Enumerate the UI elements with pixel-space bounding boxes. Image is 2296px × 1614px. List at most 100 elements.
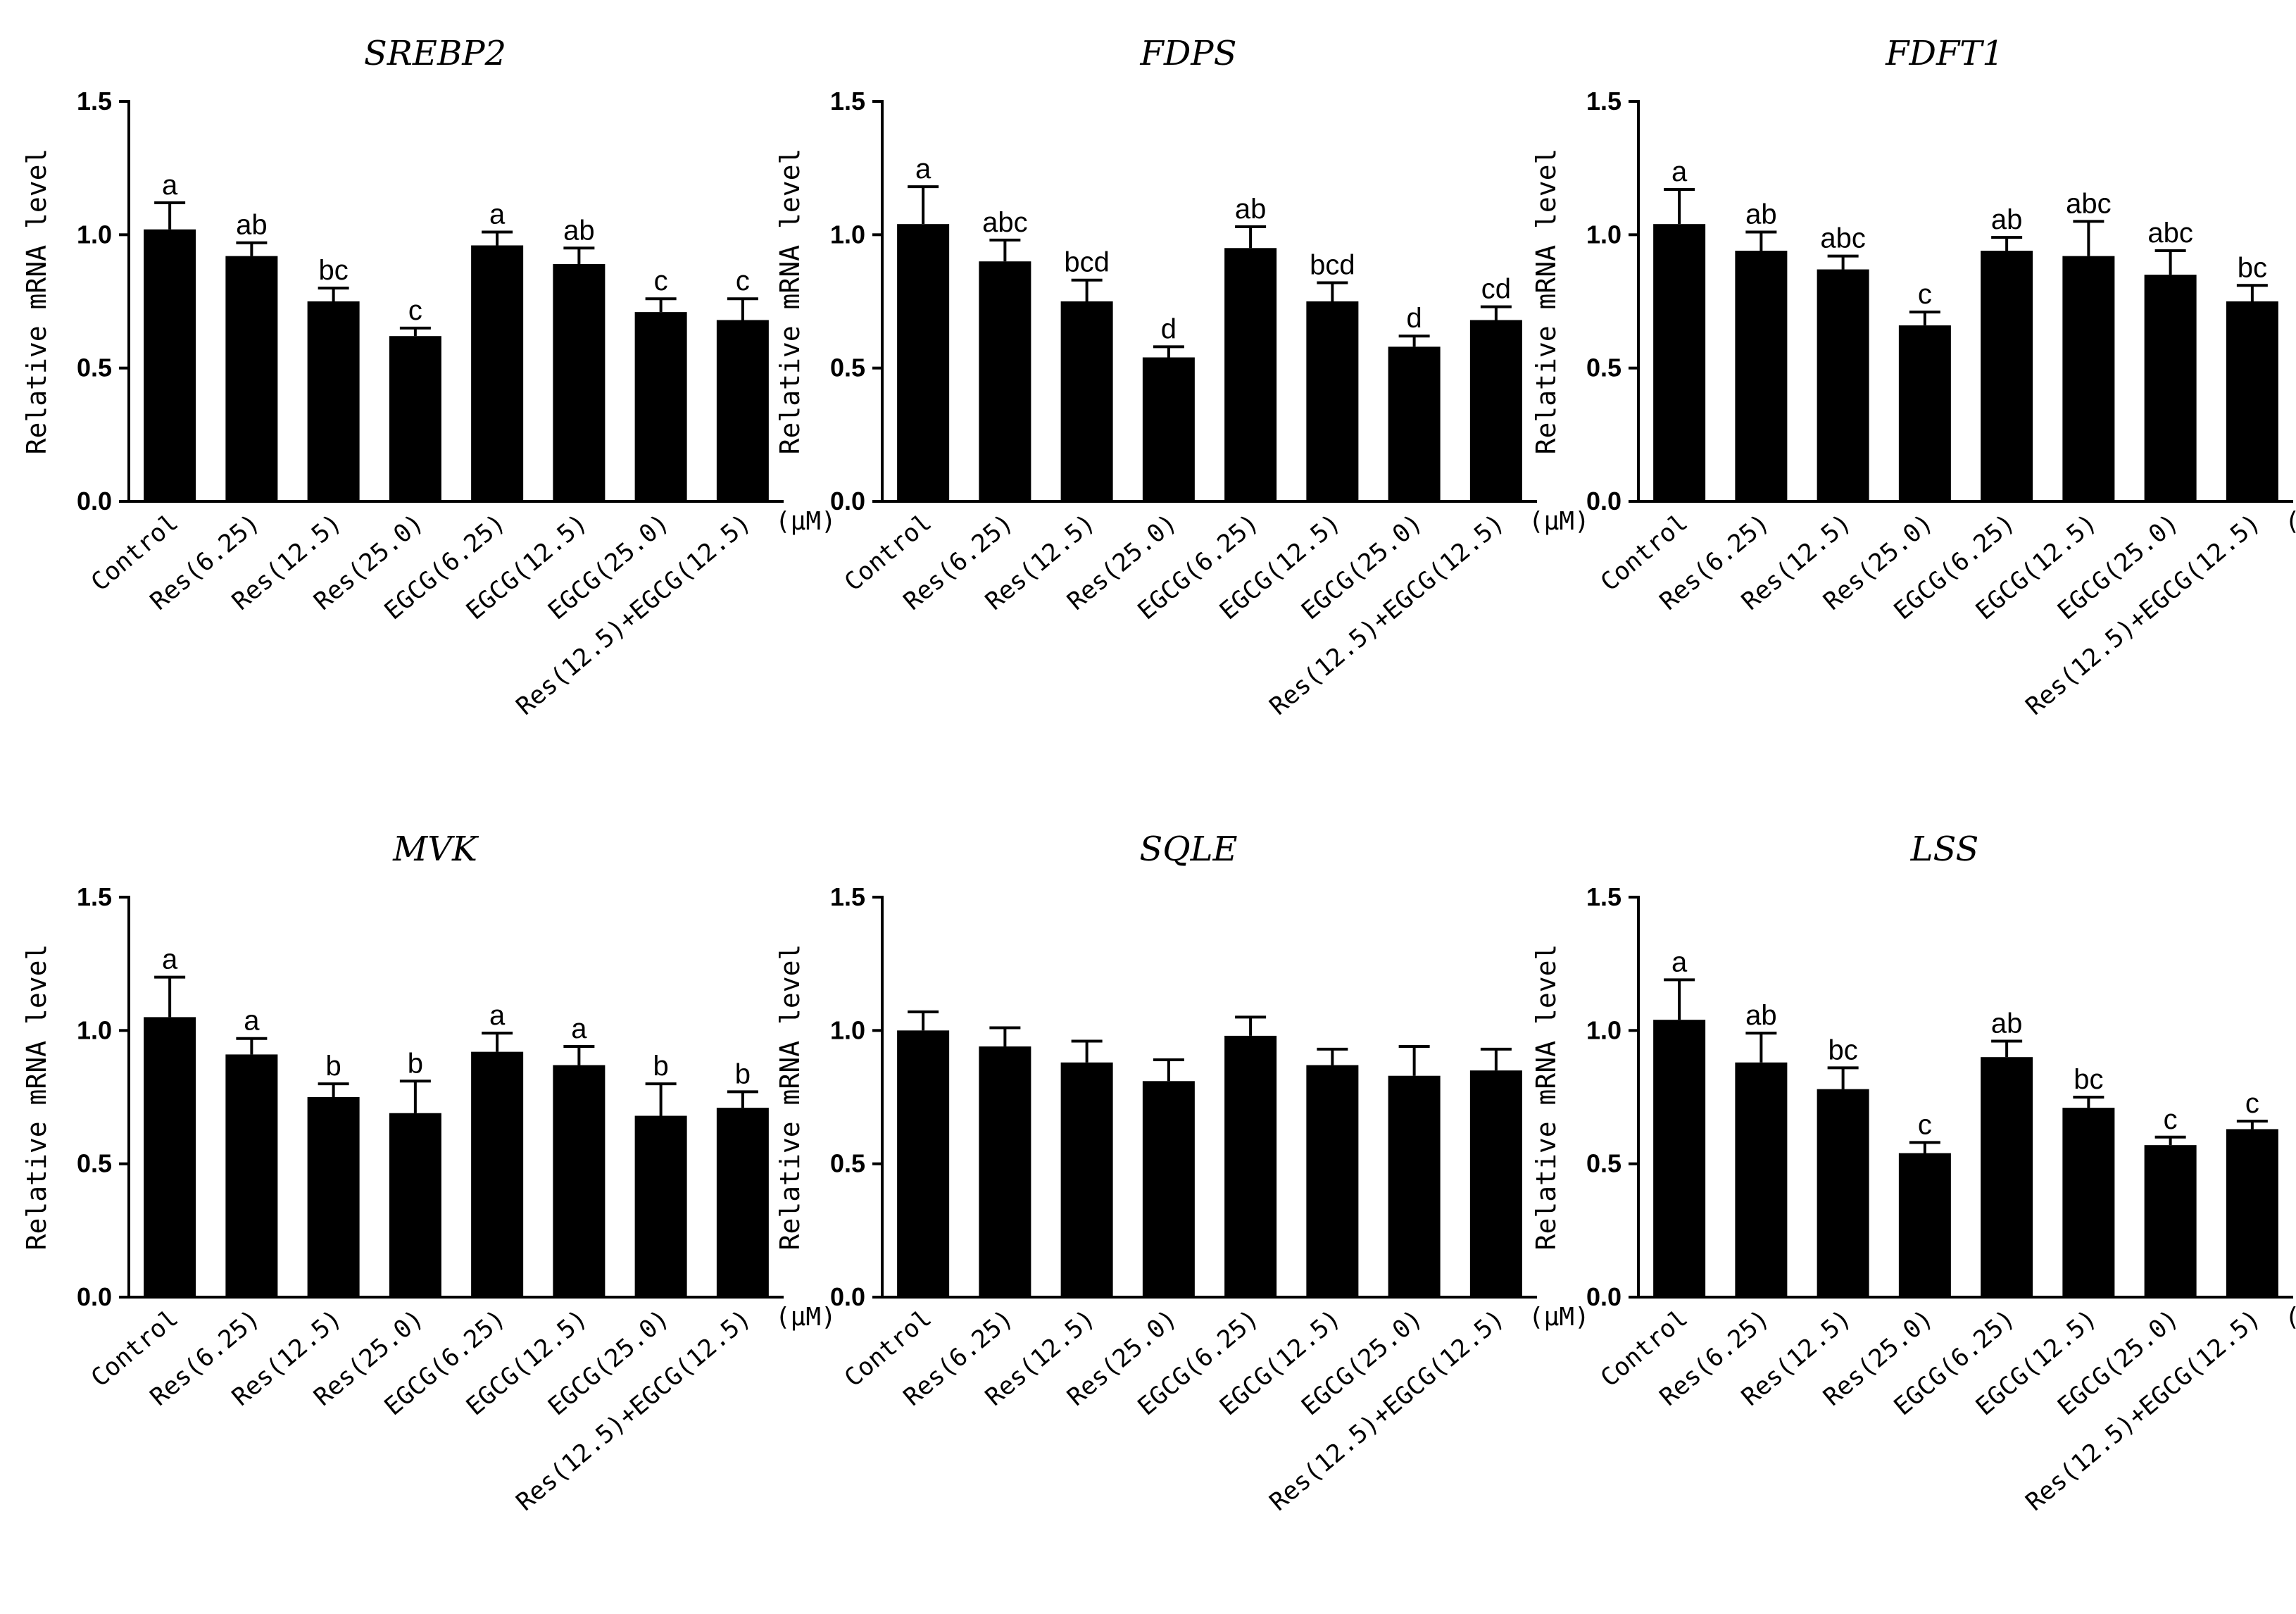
significance-label: ab [1745,1000,1777,1031]
bar-8 [716,320,769,501]
y-tick-label: 0.5 [1586,1149,1621,1178]
bar-7 [634,312,687,501]
y-axis-label: Relative mRNA level [21,149,52,455]
significance-label: a [915,154,931,184]
bar-6 [553,263,606,501]
y-tick-label: 0.5 [77,1149,112,1178]
bar-8 [1469,320,1522,501]
y-tick-label: 1.5 [1586,87,1621,115]
y-tick-label: 1.0 [77,1015,112,1044]
y-tick-label: 1.0 [77,220,112,249]
significance-label: c [408,295,422,326]
bar-8 [1469,1070,1522,1297]
significance-label: a [489,199,506,230]
bar-3 [1817,269,1869,501]
significance-label: abc [982,207,1028,238]
bar-2 [225,256,278,501]
bar-6 [2062,1108,2115,1297]
significance-label: a [489,1000,506,1031]
significance-label: a [1671,946,1688,977]
y-tick-label: 0.5 [830,354,865,382]
significance-label: c [1918,1109,1932,1140]
significance-label: ab [1991,204,2023,235]
significance-label: abc [2147,218,2193,249]
bar-2 [1735,251,1788,501]
bar-8 [2226,301,2278,501]
bar-3 [1060,1062,1113,1297]
y-tick-label: 1.0 [830,220,865,249]
y-tick-label: 0.0 [1586,1282,1621,1311]
y-tick-label: 1.5 [830,87,865,115]
bar-4 [389,336,441,501]
significance-label: bc [2238,252,2267,283]
significance-label: bc [2074,1064,2103,1095]
chart-title: FDPS [1140,34,1237,73]
y-axis-label: Relative mRNA level [21,944,52,1251]
significance-label: bcd [1310,249,1355,280]
significance-label: cd [1481,274,1511,305]
significance-label: ab [563,215,595,246]
significance-label: ab [1991,1008,2023,1039]
bar-5 [1224,1035,1277,1297]
bar-8 [2226,1129,2278,1297]
bar-5 [471,1051,524,1297]
unit-label: (μM) [775,507,836,536]
unit-label: (μM) [2285,507,2296,536]
y-tick-label: 1.5 [77,87,112,115]
significance-label: a [244,1006,260,1037]
bar-7 [634,1115,687,1297]
bar-2 [1735,1062,1788,1297]
significance-label: b [408,1048,423,1079]
bar-3 [307,301,360,501]
significance-label: ab [1745,199,1777,230]
y-axis-label: Relative mRNA level [774,149,805,455]
chart-title: FDFT1 [1885,34,2004,73]
bar-2 [979,1046,1031,1297]
bar-3 [307,1097,360,1297]
significance-label: c [2245,1088,2259,1119]
significance-label: a [162,944,178,975]
bar-7 [1388,1075,1441,1297]
significance-label: b [735,1058,751,1089]
bar-6 [1306,301,1359,501]
bar-7 [1388,346,1441,501]
bar-4 [1898,1153,1951,1297]
unit-label: (μM) [2285,1303,2296,1332]
unit-label: (μM) [1529,1303,1590,1332]
bar-6 [553,1065,606,1297]
bar-6 [1306,1065,1359,1297]
y-tick-label: 0.0 [1586,487,1621,515]
y-tick-label: 1.5 [830,882,865,911]
bar-1 [1653,1020,1706,1297]
significance-label: b [326,1051,341,1082]
chart-title: SQLE [1139,830,1237,869]
bar-4 [1142,357,1195,501]
significance-label: c [654,265,668,296]
y-tick-label: 0.0 [77,487,112,515]
y-tick-label: 0.5 [830,1149,865,1178]
y-tick-label: 1.0 [1586,1015,1621,1044]
bar-5 [1981,1057,2033,1297]
bar-5 [1224,248,1277,501]
bar-1 [897,224,950,501]
significance-label: ab [236,210,268,241]
significance-label: c [2164,1104,2178,1135]
bar-1 [1653,224,1706,501]
y-tick-label: 1.5 [1586,882,1621,911]
significance-label: c [736,265,750,296]
y-tick-label: 1.0 [1586,220,1621,249]
significance-label: a [571,1013,587,1044]
chart-title: MVK [392,830,479,869]
y-tick-label: 0.5 [77,354,112,382]
unit-label: (μM) [775,1303,836,1332]
bar-2 [979,261,1031,501]
y-axis-label: Relative mRNA level [1531,149,1562,455]
significance-label: ab [1235,194,1267,225]
bar-7 [2144,275,2197,501]
bar-1 [144,1017,196,1297]
bar-7 [2144,1145,2197,1297]
chart-title: SREBP2 [364,34,506,73]
significance-label: bcd [1064,247,1110,278]
